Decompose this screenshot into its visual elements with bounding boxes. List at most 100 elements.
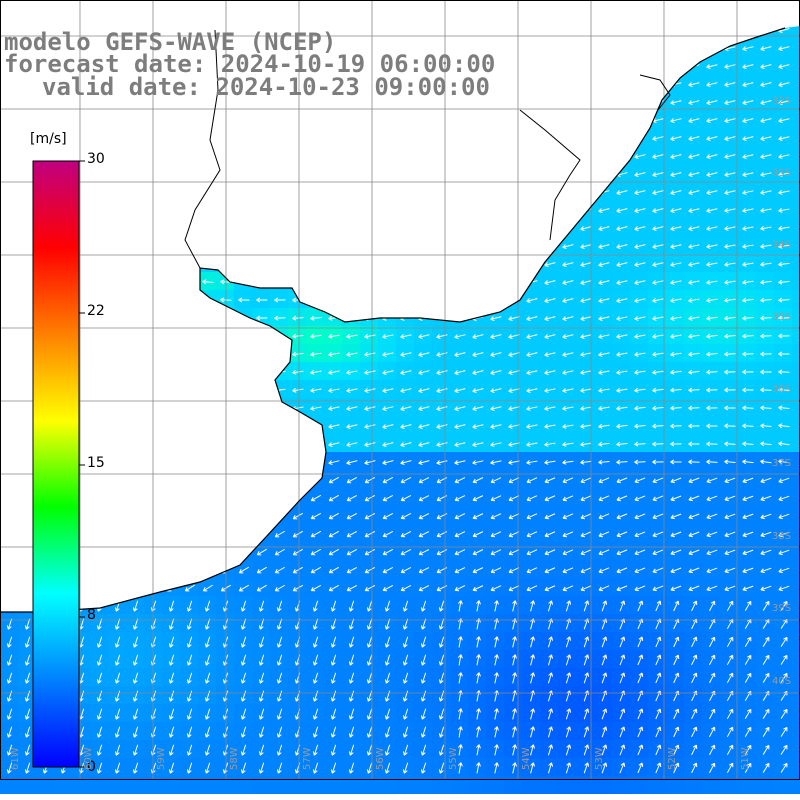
wind-arrow bbox=[688, 262, 700, 267]
wind-cell bbox=[684, 416, 702, 434]
wind-cell bbox=[738, 578, 756, 596]
wind-arrow bbox=[94, 423, 106, 429]
wind-cell bbox=[360, 560, 378, 578]
wind-cell bbox=[378, 686, 396, 704]
wind-cell bbox=[630, 470, 648, 488]
wind-cell bbox=[90, 416, 108, 434]
wind-arrow bbox=[400, 117, 412, 123]
wind-cell bbox=[18, 110, 36, 128]
wind-cell bbox=[396, 470, 414, 488]
wind-arrow bbox=[744, 636, 752, 647]
wind-arrow bbox=[760, 100, 772, 105]
wind-arrow bbox=[454, 370, 466, 375]
wind-cell bbox=[468, 236, 486, 254]
wind-cell bbox=[108, 776, 126, 794]
wind-arrow bbox=[22, 369, 34, 374]
wind-arrow bbox=[778, 477, 790, 484]
wind-cell bbox=[234, 218, 252, 236]
wind-cell bbox=[648, 164, 666, 182]
wind-cell bbox=[162, 470, 180, 488]
wind-cell bbox=[720, 26, 738, 38]
wind-cell bbox=[198, 740, 216, 758]
wind-cell bbox=[666, 164, 684, 182]
wind-arrow bbox=[670, 387, 682, 393]
wind-cell bbox=[108, 452, 126, 470]
wind-cell bbox=[648, 128, 666, 146]
wind-cell bbox=[396, 434, 414, 452]
wind-arrow bbox=[708, 744, 716, 756]
wind-arrow bbox=[547, 636, 554, 648]
wind-cell bbox=[702, 218, 720, 236]
wind-arrow bbox=[780, 708, 788, 719]
wind-arrow bbox=[724, 279, 736, 285]
wind-cell bbox=[504, 632, 522, 650]
wind-arrow bbox=[544, 190, 556, 195]
wind-cell bbox=[504, 182, 522, 200]
wind-arrow bbox=[742, 549, 754, 556]
wind-arrow bbox=[454, 460, 466, 465]
wind-cell bbox=[234, 434, 252, 452]
wind-arrow bbox=[637, 726, 644, 738]
wind-arrow bbox=[400, 424, 412, 429]
wind-arrow bbox=[148, 117, 160, 122]
wind-arrow bbox=[706, 118, 718, 123]
wind-arrow bbox=[634, 63, 646, 69]
wind-cell bbox=[630, 380, 648, 398]
wind-arrow bbox=[364, 243, 376, 249]
wind-cell bbox=[396, 614, 414, 632]
wind-arrow bbox=[184, 117, 196, 122]
wind-arrow bbox=[418, 225, 430, 231]
wind-arrow bbox=[130, 117, 142, 122]
wind-cell bbox=[90, 524, 108, 542]
wind-cell bbox=[504, 578, 522, 596]
wind-cell bbox=[594, 434, 612, 452]
wind-cell bbox=[774, 92, 792, 110]
wind-cell bbox=[540, 524, 558, 542]
wind-arrow bbox=[292, 333, 304, 339]
wind-cell bbox=[576, 614, 594, 632]
wind-arrow bbox=[148, 512, 159, 520]
wind-arrow bbox=[202, 441, 214, 447]
wind-cell bbox=[486, 434, 504, 452]
wind-arrow bbox=[760, 172, 772, 177]
wind-arrow bbox=[202, 225, 214, 231]
wind-arrow bbox=[634, 190, 646, 195]
wind-cell bbox=[630, 398, 648, 416]
wind-arrow bbox=[202, 207, 214, 213]
wind-cell bbox=[216, 722, 234, 740]
wind-arrow bbox=[688, 190, 700, 195]
wind-cell bbox=[126, 758, 144, 776]
wind-cell bbox=[504, 596, 522, 614]
wind-cell bbox=[450, 380, 468, 398]
wind-arrow bbox=[418, 388, 430, 393]
wind-cell bbox=[306, 704, 324, 722]
wind-arrow bbox=[688, 549, 700, 556]
wind-arrow bbox=[526, 370, 538, 375]
wind-arrow bbox=[652, 154, 664, 159]
wind-arrow bbox=[22, 405, 34, 411]
wind-arrow bbox=[691, 672, 698, 684]
wind-arrow bbox=[112, 117, 124, 122]
wind-arrow bbox=[436, 352, 448, 357]
wind-cell bbox=[702, 290, 720, 308]
wind-arrow bbox=[454, 531, 466, 538]
wind-arrow bbox=[238, 566, 249, 574]
wind-arrow bbox=[508, 316, 520, 321]
wind-arrow bbox=[166, 261, 178, 267]
wind-arrow bbox=[724, 261, 736, 267]
wind-arrow bbox=[292, 351, 304, 357]
wind-cell bbox=[234, 272, 252, 290]
wind-arrow bbox=[382, 352, 394, 357]
wind-arrow bbox=[346, 225, 358, 231]
wind-arrow bbox=[240, 600, 247, 612]
wind-cell bbox=[774, 722, 792, 740]
wind-cell bbox=[450, 542, 468, 560]
wind-arrow bbox=[436, 207, 448, 213]
wind-arrow bbox=[330, 762, 337, 774]
wind-arrow bbox=[94, 566, 105, 574]
wind-cell bbox=[234, 182, 252, 200]
wind-arrow bbox=[274, 225, 286, 231]
wind-cell bbox=[414, 308, 432, 326]
wind-cell bbox=[450, 668, 468, 686]
wind-cell bbox=[378, 560, 396, 578]
